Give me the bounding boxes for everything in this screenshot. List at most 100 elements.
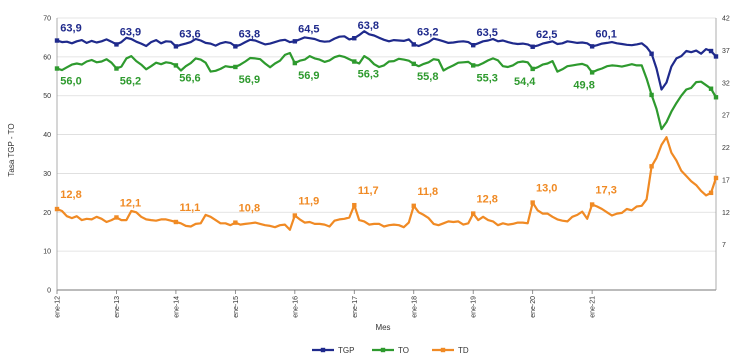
- data-point: [54, 66, 60, 71]
- data-label-tgp: 62,5: [536, 29, 557, 41]
- data-point: [471, 43, 476, 48]
- data-point: [411, 42, 416, 47]
- data-point: [292, 60, 298, 66]
- data-label-tgp: 63,8: [239, 28, 260, 40]
- data-point: [530, 66, 535, 72]
- legend-swatch-marker: [440, 347, 446, 353]
- data-point: [713, 175, 719, 181]
- y-tick-label: 40: [43, 132, 51, 139]
- y2-tick-label: 37: [722, 48, 730, 55]
- data-label-to: 56,9: [298, 70, 319, 82]
- data-point: [713, 95, 719, 100]
- data-label-tgp: 64,5: [298, 23, 319, 35]
- x-tick-label: ene-18: [411, 296, 418, 318]
- legend-swatch-marker: [320, 347, 326, 353]
- data-label-to: 49,8: [573, 79, 594, 91]
- x-tick-label: ene-12: [55, 296, 62, 318]
- data-label-td: 11,1: [180, 202, 201, 214]
- grid: [57, 17, 716, 291]
- data-label-td: 10,8: [239, 203, 260, 215]
- data-label-to: 55,3: [476, 72, 497, 84]
- y2-tick-label: 7: [722, 242, 726, 249]
- data-point: [114, 215, 119, 220]
- series-line-to: [56, 51, 717, 131]
- data-label-to: 56,3: [358, 69, 379, 81]
- data-point: [649, 92, 654, 98]
- data-point: [114, 42, 119, 47]
- data-label-td: 12,8: [476, 194, 497, 206]
- series-group: [54, 30, 719, 231]
- y-tick-label: 30: [43, 171, 51, 178]
- data-label-tgp: 63,5: [476, 27, 497, 39]
- data-label-td: 13,0: [536, 183, 557, 195]
- legend-label: TO: [398, 346, 409, 355]
- data-point: [471, 63, 476, 68]
- y-tick-label: 10: [43, 249, 51, 256]
- data-label-tgp: 63,9: [60, 23, 81, 35]
- data-point: [649, 164, 654, 169]
- x-tick-label: ene-15: [233, 296, 240, 318]
- data-point: [708, 86, 714, 91]
- x-tick-label: ene-21: [590, 296, 597, 318]
- legend-label: TD: [458, 346, 469, 355]
- data-point: [649, 51, 654, 56]
- data-label-tgp: 60,1: [595, 28, 616, 40]
- x-tick-label: ene-20: [530, 296, 537, 318]
- data-point: [589, 202, 595, 207]
- data-point: [352, 202, 357, 208]
- data-label-to: 56,0: [60, 76, 81, 88]
- data-label-td: 17,3: [595, 185, 616, 197]
- data-label-to: 56,6: [179, 72, 200, 84]
- data-label-td: 11,8: [417, 186, 438, 198]
- data-point: [292, 213, 298, 218]
- data-point: [292, 39, 298, 44]
- data-point: [173, 219, 179, 225]
- x-tick-label: ene-17: [352, 296, 359, 318]
- x-tick-label: ene-16: [292, 296, 299, 318]
- data-point: [352, 36, 357, 41]
- y2-tick-label: 22: [722, 145, 730, 152]
- y2-tick-label: 27: [722, 113, 730, 120]
- data-label-tgp: 63,6: [179, 28, 200, 40]
- data-label-to: 56,2: [120, 76, 141, 88]
- data-point: [589, 44, 595, 49]
- y2-tick-label: 42: [722, 16, 730, 23]
- data-labels: 63,9 63,9 63,6 63,8 64,5 63,8 63,2 63,5 62,5 60,1…: [60, 20, 617, 214]
- y-tick-label: 20: [43, 210, 51, 217]
- data-point: [54, 38, 60, 43]
- data-point: [471, 211, 476, 216]
- series-line-td: [56, 136, 718, 231]
- y2-tick-label: 32: [722, 80, 730, 87]
- x-tick-label: ene-13: [114, 296, 121, 318]
- data-label-td: 12,8: [60, 189, 81, 201]
- data-point: [589, 70, 595, 75]
- legend-label: TGP: [338, 346, 354, 355]
- axes: 0 10 20 30 40 50 60 70 7 12 17 22 27 32 37 42 ene-12 ene-…: [43, 16, 730, 318]
- data-point: [114, 66, 119, 71]
- data-label-td: 11,7: [358, 185, 379, 197]
- data-label-to: 54,4: [514, 76, 536, 88]
- data-point: [708, 48, 714, 54]
- data-point: [708, 190, 714, 196]
- series-line-tgp: [56, 30, 717, 91]
- data-label-td: 11,9: [298, 196, 319, 208]
- y-tick-label: 0: [47, 288, 51, 295]
- data-label-to: 55,8: [417, 71, 438, 83]
- x-axis-title: Mes: [375, 323, 390, 332]
- data-point: [352, 59, 357, 64]
- data-point: [411, 61, 416, 67]
- data-label-to: 56,9: [239, 74, 260, 86]
- data-point: [173, 44, 179, 49]
- y-tick-label: 70: [43, 16, 51, 23]
- data-point: [233, 220, 238, 225]
- data-point: [713, 54, 719, 59]
- y-tick-label: 60: [43, 54, 51, 61]
- legend: TGP TO TD: [312, 346, 469, 355]
- legend-swatch-marker: [380, 347, 386, 353]
- x-tick-label: ene-19: [471, 296, 478, 318]
- data-point: [233, 64, 238, 70]
- data-point: [411, 203, 416, 209]
- data-point: [54, 206, 60, 212]
